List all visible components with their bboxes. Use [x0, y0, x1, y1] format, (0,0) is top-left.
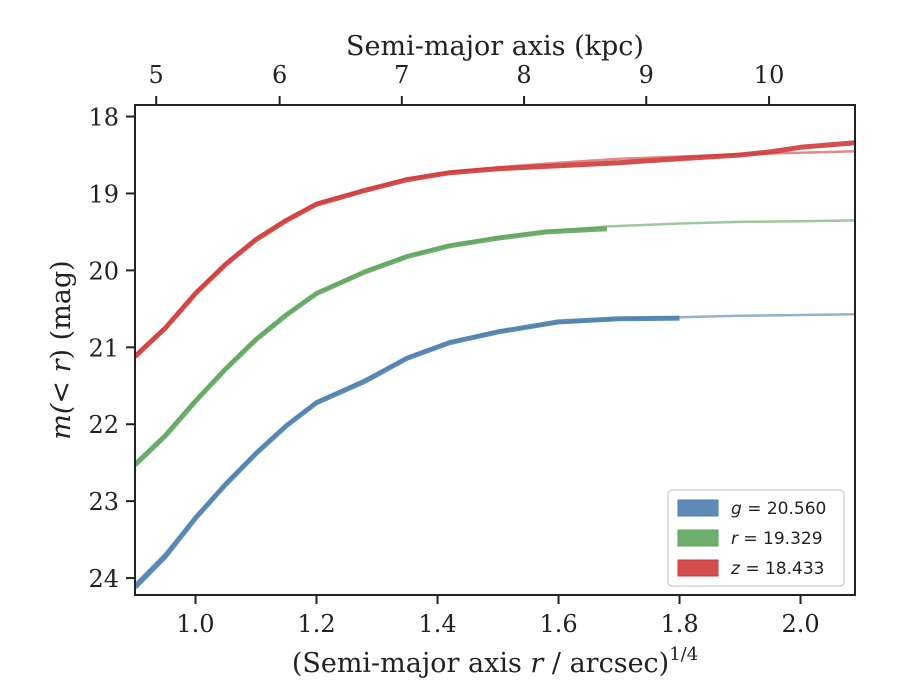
x-tick-label: 2.0 [781, 610, 819, 638]
y-tick-label: 19 [88, 180, 119, 208]
plot-frame [134, 104, 856, 596]
legend-label-z: z = 18.433 [730, 559, 824, 579]
y-tick-label: 23 [88, 488, 119, 516]
legend: g = 20.560 r = 19.329 z = 18.433 [667, 489, 845, 587]
x-axis-label-prefix: (Semi-major axis [292, 648, 531, 679]
y-axis: 18 19 20 21 22 23 24 [88, 104, 135, 593]
top-x-axis-label: Semi-major axis (kpc) [346, 31, 644, 62]
y-axis-label: m(< r) (mag) [46, 260, 77, 439]
top-x-tick-label: 9 [639, 61, 654, 89]
x-tick-label: 1.2 [297, 610, 335, 638]
series-z-data-line [135, 140, 855, 359]
x-tick-label: 1.6 [539, 610, 577, 638]
top-x-tick-label: 6 [272, 61, 287, 89]
y-tick-label: 18 [88, 104, 119, 132]
legend-swatch-z [677, 559, 719, 577]
series-r-model-line [135, 219, 855, 464]
x-axis-label-var: r [530, 648, 545, 679]
y-tick-label: 24 [88, 565, 119, 593]
series-r-data-line [135, 226, 608, 467]
legend-label-g: g = 20.560 [731, 499, 826, 519]
top-x-tick-label: 5 [149, 61, 164, 89]
top-x-tick-label: 7 [394, 61, 409, 89]
top-x-tick-label: 8 [516, 61, 531, 89]
x-axis-label: (Semi-major axis r / arcsec)1/4 [292, 644, 698, 679]
x-tick-label: 1.4 [418, 610, 456, 638]
x-axis-label-suffix: / arcsec) [543, 648, 669, 679]
x-tick-label: 1.8 [660, 610, 698, 638]
y-tick-label: 21 [88, 334, 119, 362]
x-tick-label: 1.0 [176, 610, 214, 638]
y-axis-label-suffix: ) (mag) [46, 260, 77, 359]
top-x-axis: 5 6 7 8 9 10 [149, 61, 785, 105]
legend-swatch-r [677, 529, 719, 547]
series-g-data-line [135, 315, 680, 590]
x-axis-label-exponent: 1/4 [669, 644, 698, 665]
legend-swatch-g [677, 499, 719, 517]
legend-label-r: r = 19.329 [731, 529, 823, 549]
top-x-tick-label: 10 [754, 61, 785, 89]
y-tick-label: 22 [88, 411, 119, 439]
y-tick-label: 20 [88, 257, 119, 285]
y-axis-label-var: < r [46, 357, 77, 403]
x-axis: 1.0 1.2 1.4 1.6 1.8 2.0 [176, 595, 820, 638]
series-layer [135, 140, 855, 590]
y-axis-label-prefix: m( [46, 402, 77, 440]
